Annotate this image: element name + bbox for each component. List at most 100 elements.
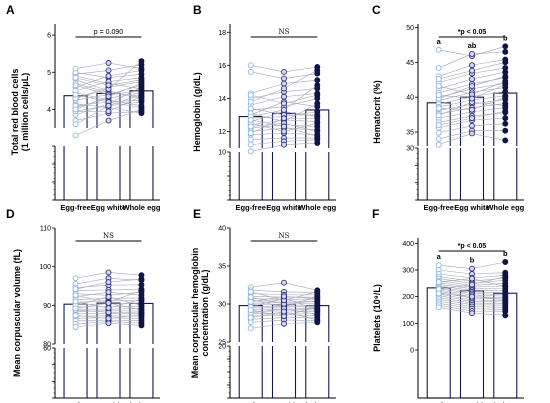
y-tick-label-0: 0 <box>410 348 414 355</box>
data-point-11-1 <box>105 117 112 124</box>
data-point-16-1 <box>281 320 287 327</box>
data-point-22-2 <box>314 303 321 310</box>
data-point-21-0 <box>247 92 254 99</box>
y-tick-label-3: 300 <box>402 268 414 275</box>
data-point-20-2 <box>314 311 321 318</box>
data-point-1-0 <box>247 68 254 75</box>
data-point-22-0 <box>435 122 442 129</box>
data-point-24-0 <box>72 121 79 128</box>
data-point-21-2 <box>138 296 145 303</box>
data-point-22-1 <box>469 275 475 282</box>
data-point-21-0 <box>435 304 442 311</box>
y-tick-low-label-3: 30 <box>406 146 414 153</box>
y-axis-label-line-0: Hemoglobin (g/dL) <box>192 72 202 151</box>
data-point-23-1 <box>105 82 112 89</box>
data-point-0-1 <box>281 68 287 75</box>
panel-b-label: B <box>193 3 202 17</box>
data-point-14-0 <box>247 141 254 148</box>
data-point-17-2 <box>314 82 321 89</box>
y-tick-label-0: 12 <box>218 129 226 136</box>
data-point-24-1 <box>105 300 112 306</box>
panel-B: B 12 14 16 18 10 Hemoglobin (g/dL) Egg-free Egg… <box>192 3 337 212</box>
bar-lower-1 <box>96 348 121 398</box>
x-tick-label-0: Egg-free <box>236 401 266 403</box>
data-point-21-1 <box>105 93 112 100</box>
y-axis-label: Hemoglobin (g/dL) <box>192 72 202 151</box>
panel-A: A 4 5 6 Total red blood cells(1 million cel… <box>6 3 161 212</box>
data-point-24-0 <box>72 305 79 312</box>
y-tick-label-3: 110 <box>40 226 51 233</box>
bar-lower-1 <box>271 346 297 398</box>
bar-lower-0 <box>238 152 263 200</box>
data-point-20-0 <box>435 105 442 112</box>
data-point-22-2 <box>314 115 321 122</box>
data-point-17-2 <box>502 137 509 144</box>
data-point-23-1 <box>281 293 287 300</box>
y-tick-label-1: 5 <box>47 70 51 77</box>
data-point-19-2 <box>502 73 509 80</box>
data-point-21-2 <box>314 288 321 295</box>
data-point-16-0 <box>247 325 254 332</box>
panel-e-label: E <box>193 207 201 221</box>
data-point-21-0 <box>435 112 442 119</box>
significance-annotation: p = 0.090 <box>94 29 123 36</box>
data-point-9-1 <box>105 73 112 79</box>
y-tick-label-1: 30 <box>218 302 226 309</box>
x-tick-label-2: Whole egg <box>298 401 336 403</box>
data-point-16-2 <box>314 100 321 107</box>
data-point-12-2 <box>138 65 145 72</box>
significance-annotation: NS <box>279 28 290 36</box>
y-tick-label-4: 400 <box>402 241 414 248</box>
data-point-24-2 <box>138 307 145 313</box>
data-point-23-2 <box>138 76 145 83</box>
data-point-15-1 <box>281 141 287 148</box>
data-point-1-0 <box>435 64 442 71</box>
y-tick-label-2: 100 <box>39 264 51 271</box>
data-point-0-1 <box>105 67 112 74</box>
y-tick-low-label-2: 10 <box>218 150 226 157</box>
data-point-24-1 <box>105 102 112 109</box>
data-point-16-2 <box>502 127 509 134</box>
data-point-16-0 <box>435 136 442 142</box>
bar-lower-1 <box>96 146 121 200</box>
data-point-23-1 <box>469 67 475 74</box>
panel-d-label: D <box>6 207 15 221</box>
data-point-18-1 <box>281 128 287 135</box>
data-point-22-2 <box>502 283 509 290</box>
data-point-17-0 <box>435 141 442 148</box>
data-point-15-2 <box>502 120 509 127</box>
data-point-2-1 <box>281 80 287 87</box>
x-tick-label-2: Whole egg <box>122 203 160 212</box>
x-tick-label-0: Egg-free <box>424 203 454 212</box>
y-tick-label-0: 4 <box>47 107 51 114</box>
y-tick-label-2: 200 <box>402 294 414 301</box>
data-point-24-0 <box>435 92 442 99</box>
data-point-21-1 <box>281 100 287 107</box>
significance-annotation: NS <box>279 232 290 240</box>
y-tick-label-3: 40 <box>218 226 226 233</box>
data-point-23-1 <box>105 279 112 286</box>
bar-lower-2 <box>305 152 330 200</box>
data-point-15-0 <box>247 148 254 155</box>
bar-lower-1 <box>271 152 297 200</box>
data-point-21-0 <box>72 106 79 113</box>
data-point-20-2 <box>314 128 321 135</box>
bar-lower-2 <box>129 348 154 398</box>
data-point-21-1 <box>105 305 112 311</box>
data-point-23-2 <box>138 276 145 282</box>
data-point-22-2 <box>138 104 145 111</box>
panel-c-chart: 35 40 45 50 30 Hematocrit (%) Egg-free Egg whit… <box>372 24 525 212</box>
data-point-2-2 <box>314 77 321 84</box>
data-point-24-0 <box>247 116 254 123</box>
data-point-24-1 <box>281 308 287 315</box>
y-tick-low-label-4: 20 <box>218 344 226 351</box>
panel-f-chart: 0 100 200 300 400 Platelets (10⁹/L) Egg-freeEg… <box>372 238 525 403</box>
y-tick-label-2: 6 <box>47 33 51 40</box>
data-point-4-1 <box>281 93 287 100</box>
data-point-17-1 <box>281 107 287 113</box>
data-point-23-1 <box>281 85 287 92</box>
y-tick-label-3: 50 <box>406 25 414 32</box>
data-point-19-2 <box>138 58 145 65</box>
y-tick-label-1: 40 <box>406 95 414 102</box>
